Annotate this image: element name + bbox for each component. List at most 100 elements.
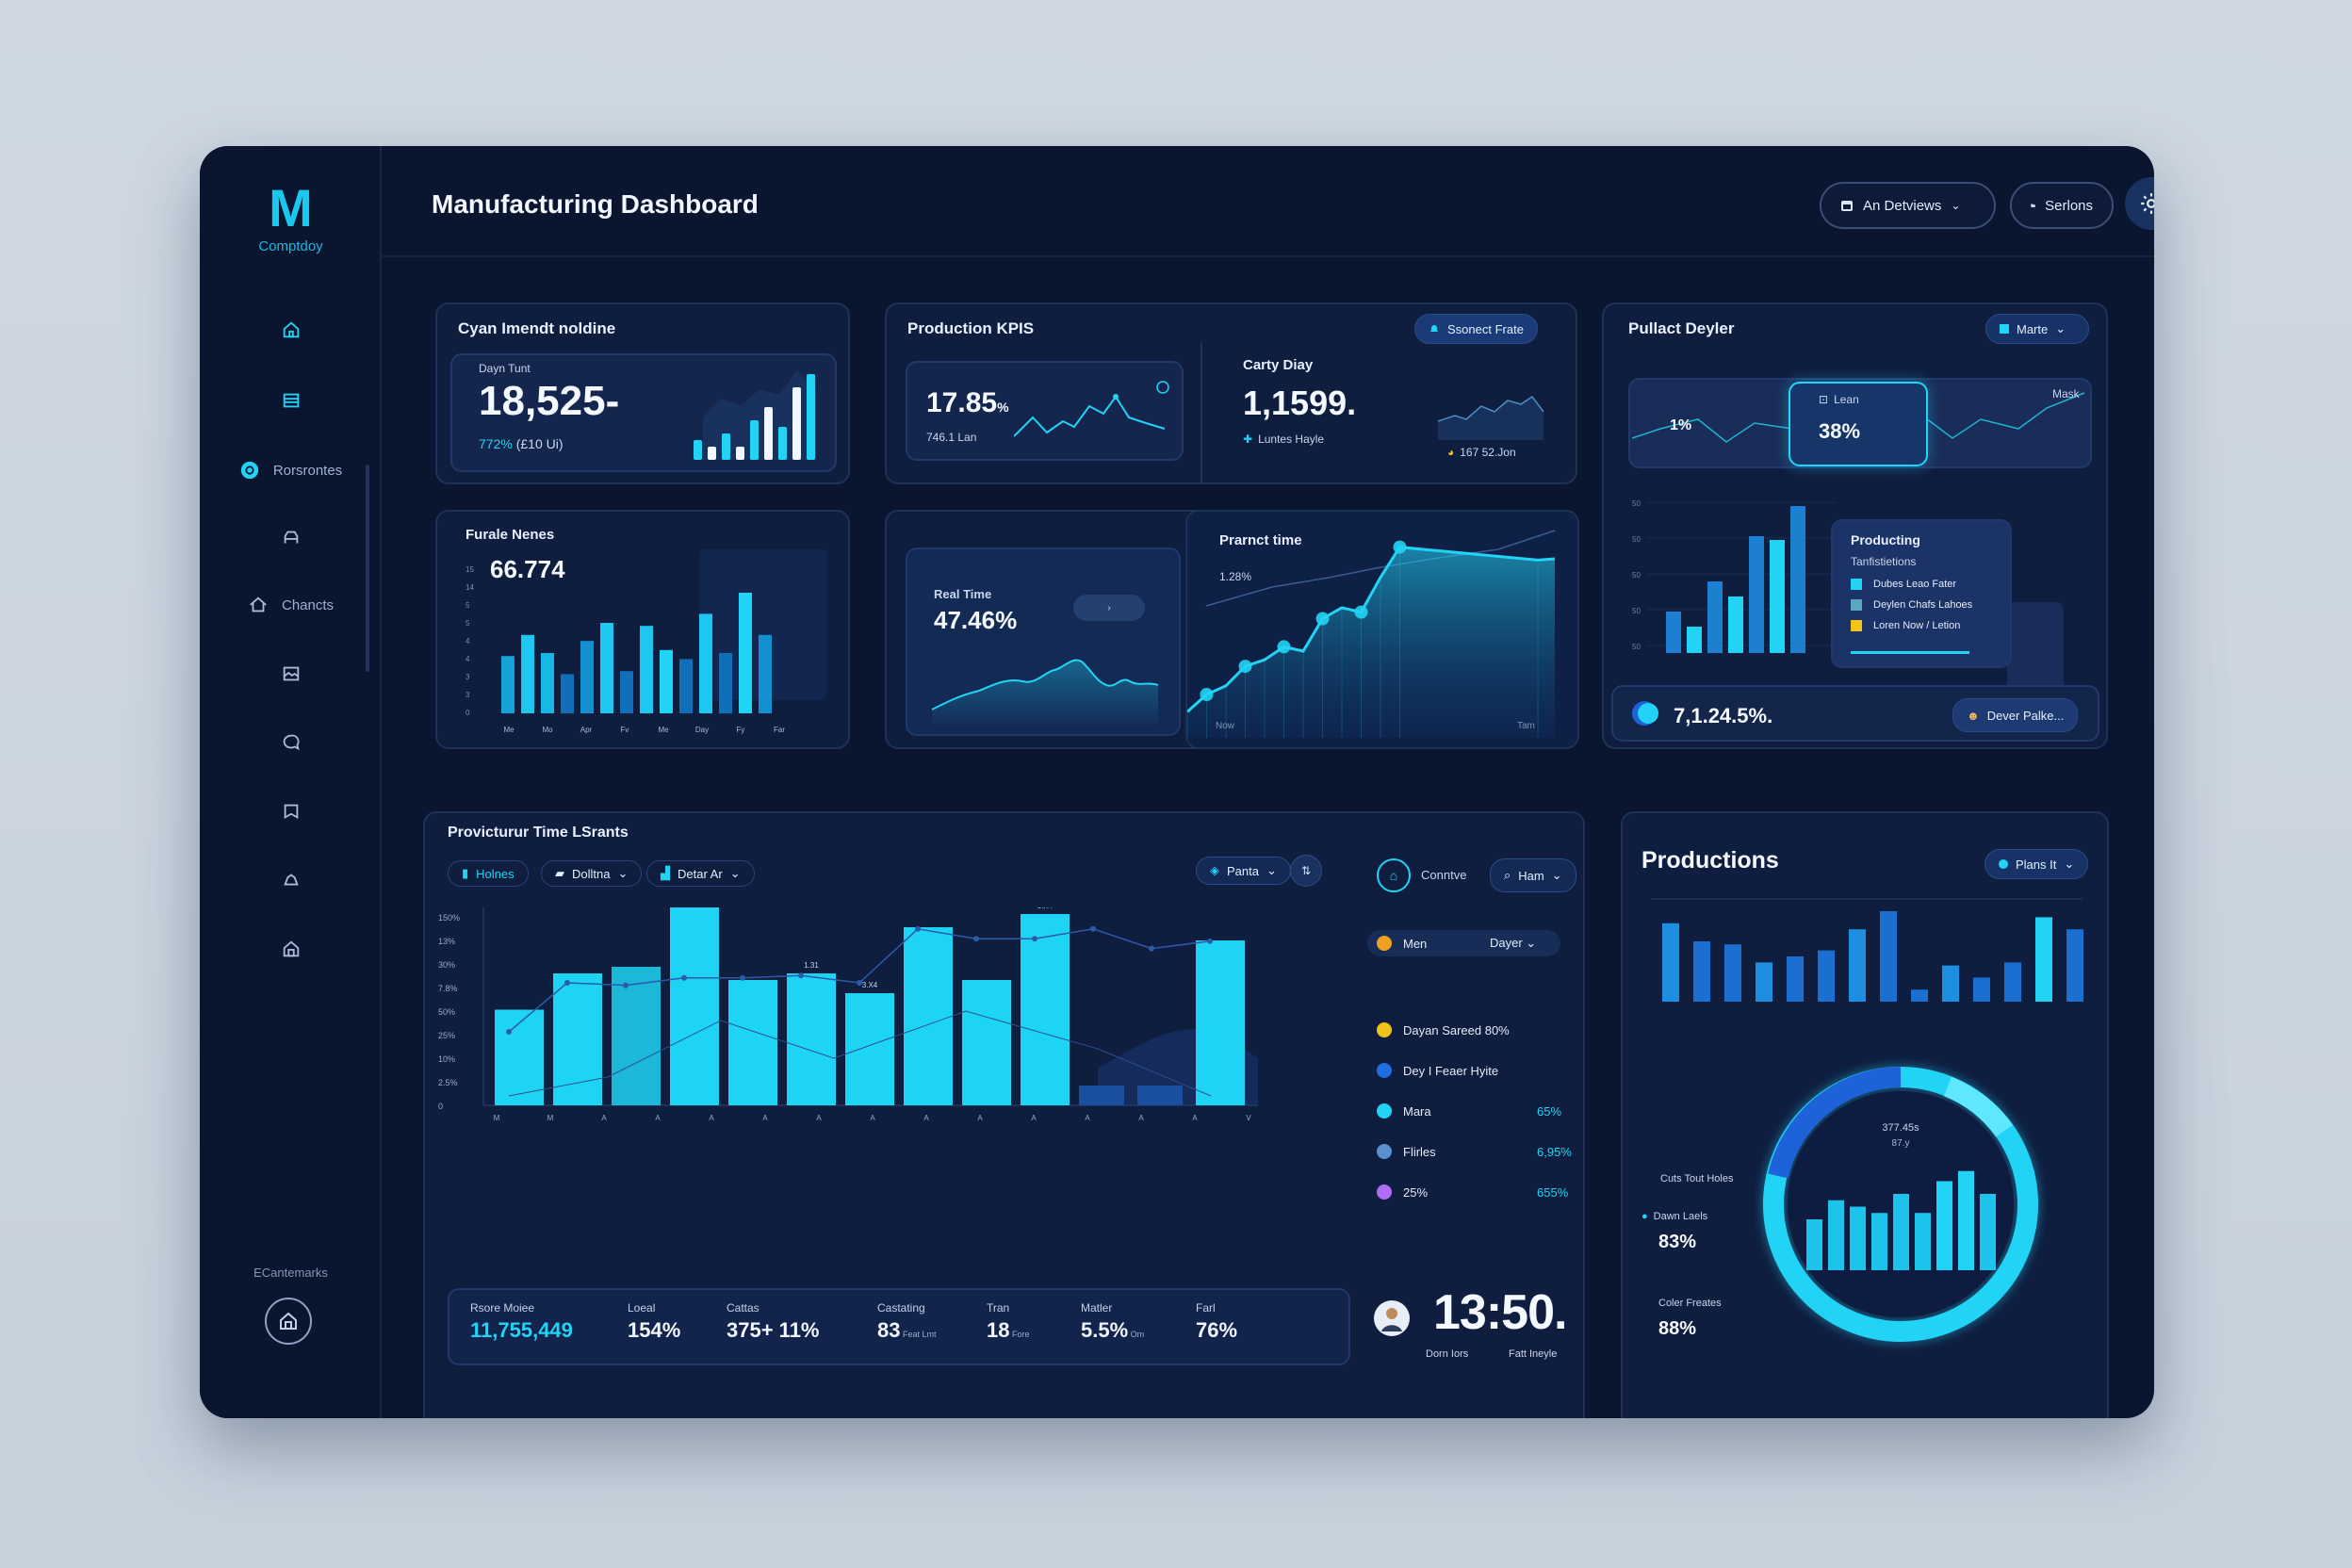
furale-bar	[640, 626, 653, 713]
sidebar-item-home[interactable]	[200, 311, 382, 349]
production-bar	[845, 993, 894, 1105]
real-time-card[interactable]: Real Time 47.46% ›	[885, 510, 1215, 749]
side-list-item[interactable]: Dayan Sareed 80%	[1377, 1022, 1570, 1037]
kpi-left-sparkline	[1014, 381, 1169, 437]
filter-dolltna[interactable]: ▰ Dolltna ⌄	[541, 860, 643, 887]
bar-label: 3.X4	[862, 981, 878, 989]
trend-point	[1032, 936, 1037, 942]
legend-swatch	[1851, 599, 1862, 611]
kpi-bar	[736, 447, 744, 460]
furale-bar	[660, 649, 673, 713]
status-dot-icon	[1377, 1022, 1392, 1037]
control-label: Conntve	[1421, 868, 1467, 882]
productions-bar	[1724, 944, 1741, 1002]
y-tick-label: 3	[466, 691, 470, 699]
furale-nenes-card[interactable]: Furale Nenes 66.774 15 14 5 5 4 4 3 3 0 Me Mo Apr Fv…	[435, 510, 850, 749]
clock-avatar[interactable]	[1373, 1299, 1411, 1337]
panta-dropdown[interactable]: ◈ Panta ⌄	[1196, 857, 1291, 885]
stat-value: 18 Fore	[987, 1318, 1030, 1342]
side-list-item[interactable]: Mara 65%	[1377, 1103, 1570, 1119]
marte-dropdown[interactable]: Marte ⌄	[1985, 314, 2089, 344]
trend-point	[1207, 938, 1213, 944]
views-dropdown[interactable]: An Detviews ⌄	[1820, 182, 1996, 229]
status-dot-icon	[1999, 859, 2008, 869]
end-label: Tam	[1517, 721, 1535, 731]
trend-point	[740, 974, 745, 981]
stat-label: Cattas	[727, 1301, 760, 1315]
status-dot-icon	[1377, 1103, 1392, 1119]
sidebar-item-label: Chancts	[281, 596, 335, 613]
projected-time-card[interactable]: Prarnct time 1.28% Now Tam	[1185, 510, 1579, 749]
production-time-card[interactable]: Provicturur Time LSrants ▮ Holnes ▰ Dolltn…	[423, 811, 1585, 1418]
productions-card[interactable]: Productions Plans It ⌄ 377.45s 87.y Cuts T…	[1621, 811, 2109, 1418]
sidebar-item-building[interactable]	[200, 930, 382, 968]
chart-icon: ▟	[661, 866, 670, 880]
sidebar-item-rorsrontes[interactable]: Rorsrontes	[200, 451, 382, 489]
x-tick-label: A	[709, 1114, 714, 1122]
sessions-button[interactable]: Serlons	[2010, 182, 2114, 229]
side-list-item[interactable]: Flirles 6,95%	[1377, 1144, 1572, 1159]
dropdown-label: Panta	[1227, 863, 1259, 878]
footer-home-button[interactable]	[265, 1298, 312, 1345]
sidebar-scrollbar[interactable]	[366, 465, 369, 672]
stat-item: Loeal 154%	[628, 1301, 680, 1343]
productions-bar-chart	[1662, 911, 2083, 1002]
trend-point	[798, 972, 804, 979]
control-toggle[interactable]: ⌂	[1377, 858, 1411, 892]
dever-palke-button[interactable]: ☻ Dever Palke...	[1952, 698, 2079, 732]
x-tick-label: M	[494, 1114, 500, 1122]
filter-detar-ar[interactable]: ▟ Detar Ar ⌄	[646, 860, 755, 887]
plans-dropdown[interactable]: Plans It ⌄	[1984, 849, 2089, 879]
kpi-right-subline: ✚ Luntes Hayle	[1243, 433, 1324, 446]
kpi-area	[703, 370, 816, 460]
select-frate-button[interactable]: Ssonect Frate	[1414, 314, 1538, 344]
kpi-right-sub: Luntes Hayle	[1258, 433, 1325, 446]
x-tick-label: Fv	[621, 726, 629, 734]
sidebar-item-bookmark[interactable]	[200, 792, 382, 830]
kpi-left-panel	[906, 361, 1184, 461]
sidebar-item-list[interactable]	[200, 382, 382, 419]
side-list-item[interactable]: Men Dayer ⌄	[1367, 930, 1560, 956]
stat-label: Matler	[1081, 1301, 1113, 1315]
data-point	[1238, 660, 1252, 674]
flag-icon	[2000, 324, 2009, 334]
card-title: Provicturur Time LSrants	[448, 825, 629, 841]
x-tick-label: A	[1138, 1114, 1144, 1122]
pullact-deyler-card[interactable]: Pullact Deyler Marte ⌄ 1% ⊡ Lean 38% Mask…	[1602, 302, 2108, 749]
sidebar-item-chancts[interactable]: Chancts	[200, 586, 382, 624]
toggle-icon[interactable]	[1630, 699, 1664, 727]
circle-badge-icon	[240, 461, 258, 480]
y-tick-label: 0	[466, 709, 470, 717]
sidebar-item-car[interactable]	[200, 519, 382, 557]
chevron-right-icon: ›	[1107, 602, 1111, 613]
side-list-item[interactable]: Dey I Feaer Hyite	[1377, 1063, 1570, 1078]
folder-icon: ▰	[555, 866, 564, 880]
play-toggle[interactable]: ›	[1073, 595, 1145, 621]
legend-swatch	[1851, 620, 1862, 631]
pullact-bar	[1728, 596, 1743, 653]
sidebar-item-cloud[interactable]	[200, 861, 382, 899]
settings-button[interactable]	[2125, 177, 2154, 230]
y-tick-label: 50%	[438, 1007, 455, 1017]
sidebar: M Comptdoy Rorsrontes Chancts	[200, 146, 382, 1418]
y-tick-label: 4	[466, 655, 470, 663]
production-kpis-card[interactable]: Production KPIS Ssonect Frate 17.85% 746…	[885, 302, 1577, 484]
kpi-sub: Dayn Tunt	[479, 362, 531, 375]
pullact-bar	[1790, 506, 1805, 653]
highlight-box[interactable]	[1788, 382, 1928, 466]
card-title: Furale Nenes	[466, 527, 555, 543]
filter-holnes[interactable]: ▮ Holnes	[448, 860, 529, 887]
search-dropdown[interactable]: ⌕ Ham ⌄	[1490, 858, 1576, 892]
x-tick-label: A	[1031, 1114, 1037, 1122]
sidebar-item-image[interactable]	[200, 655, 382, 693]
x-tick-label: A	[977, 1114, 983, 1122]
production-bar	[1079, 1086, 1124, 1105]
badge-label: Ssonect Frate	[1447, 321, 1524, 336]
donut-left-label-2: Dawn Laels	[1653, 1211, 1708, 1222]
sidebar-item-chat[interactable]	[200, 724, 382, 761]
side-list-item[interactable]: 25% 655%	[1377, 1184, 1570, 1200]
kpi-card-daily-total[interactable]: Cyan Imendt noldine Dayn Tunt 18,525- 77…	[435, 302, 850, 484]
kpi-bar	[750, 420, 759, 460]
sliders-button[interactable]: ⇅	[1290, 855, 1322, 887]
app-logo[interactable]: M Comptdoy	[200, 182, 382, 255]
